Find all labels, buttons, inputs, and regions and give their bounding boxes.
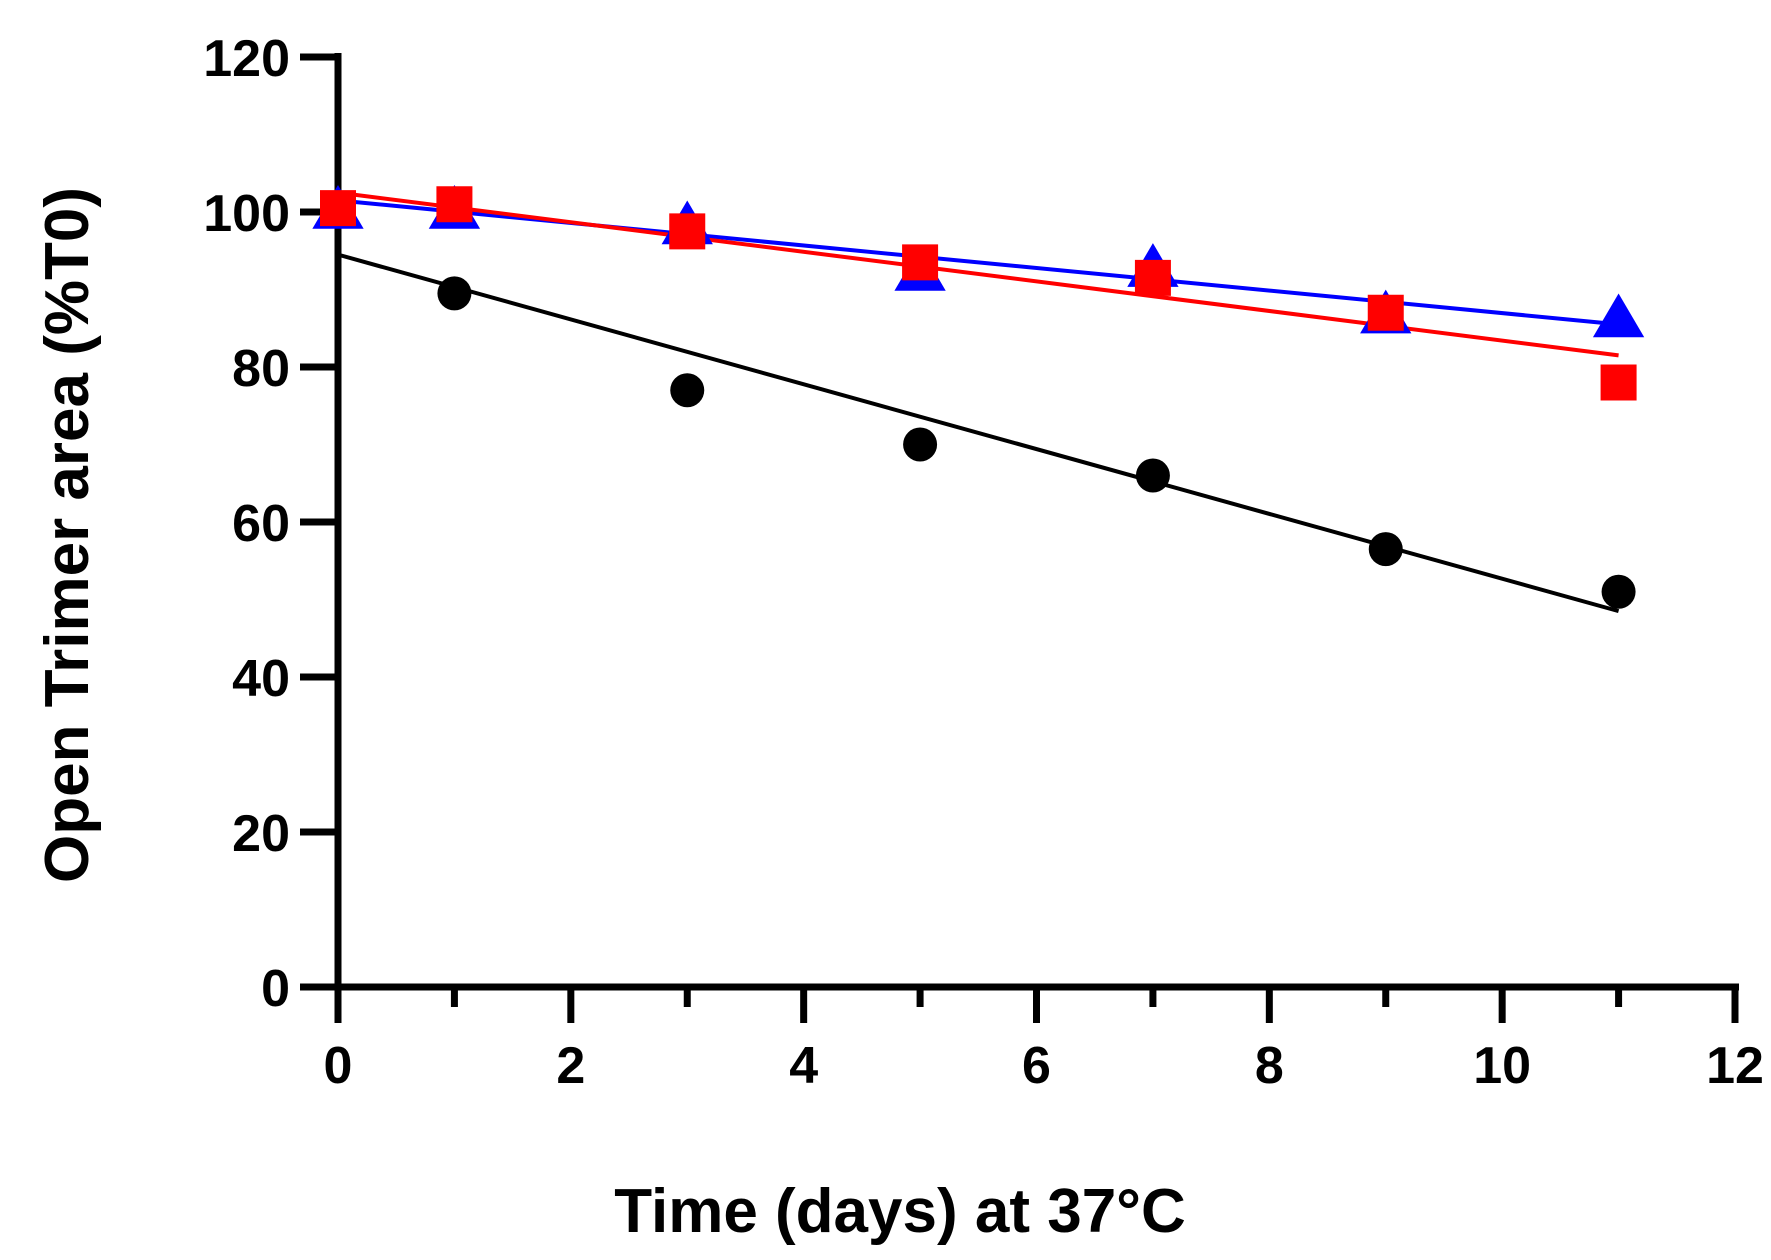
square-series-point [320,190,356,227]
circle-series-fit-line [337,252,1620,614]
triangle-series-point [1592,293,1645,338]
y-tick-label: 80 [232,340,290,398]
x-tick-label: 0 [324,1037,353,1095]
x-tick-label: 8 [1255,1037,1284,1095]
x-tick-label: 12 [1706,1037,1764,1095]
circle-series-point [670,373,705,408]
square-series-point [1600,364,1637,401]
square-series-point [1134,259,1171,296]
x-tick-label: 2 [556,1037,585,1095]
x-tick-label: 6 [1022,1037,1051,1095]
y-tick-label: 0 [261,960,290,1018]
circle-series-point [903,427,938,462]
y-tick-label: 60 [232,495,290,553]
circle-series-point [1601,574,1636,609]
y-tick-label: 20 [232,805,290,863]
square-series-point [902,244,939,281]
y-tick-label: 120 [203,30,290,88]
x-axis-title: Time (days) at 37°C [614,1177,1186,1246]
x-tick-label: 4 [789,1037,818,1095]
square-series-point [1367,294,1404,331]
square-series-fit-line [337,190,1619,358]
y-axis-title: Open Trimer area (%T0) [33,187,102,883]
circle-series-point [1368,532,1403,567]
fit-lines [337,190,1620,614]
x-tick-label: 10 [1473,1037,1531,1095]
y-tick-label: 100 [203,185,290,243]
y-tick-label: 40 [232,650,290,708]
circle-series-point [437,276,472,311]
square-series-point [436,186,473,223]
square-series-point [669,213,706,250]
circle-series-point [1135,458,1170,493]
data-points [312,185,1645,609]
